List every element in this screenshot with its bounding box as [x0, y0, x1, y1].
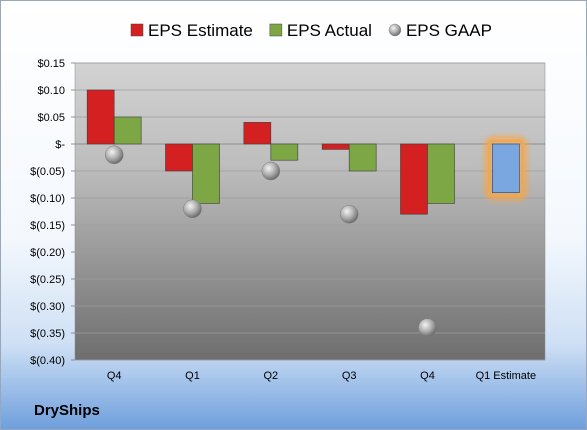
x-tick-label: Q3	[342, 370, 357, 382]
eps-gaap-point	[418, 318, 437, 337]
y-tick-label: $(0.35)	[30, 328, 65, 340]
x-tick-label: Q4	[107, 370, 122, 382]
eps-actual-bar	[270, 143, 299, 161]
bars	[86, 89, 527, 215]
y-tick-label: $(0.15)	[30, 220, 65, 232]
gaap-points	[104, 145, 437, 337]
company-name: DryShips	[34, 402, 100, 419]
legend-marker-eps-gaap	[388, 23, 402, 37]
legend: EPS Estimate EPS Actual EPS GAAP	[130, 21, 492, 40]
y-tick-label: $0.05	[37, 112, 65, 124]
y-axis: $0.15 $0.10 $0.05 $- $(0.05) $(0.10) $(0.15) $(…	[30, 58, 75, 367]
x-tick-label: Q1 Estimate	[476, 370, 537, 382]
y-tick-label: $-	[55, 139, 65, 151]
legend-swatch	[130, 23, 144, 37]
eps-actual-bar	[427, 143, 455, 204]
x-tick-label: Q2	[263, 370, 278, 382]
y-tick-label: $(0.05)	[30, 166, 65, 178]
estimate-highlight-ring	[488, 139, 524, 197]
y-tick-label: $(0.20)	[30, 247, 65, 259]
legend-label: EPS Estimate	[148, 21, 253, 40]
y-tick-label: $0.15	[37, 58, 65, 70]
eps-actual-bar	[192, 143, 220, 204]
eps-gaap-point	[183, 199, 202, 219]
estimate-bar	[492, 143, 520, 193]
eps-estimate-bar	[400, 143, 428, 215]
y-tick-label: $0.10	[37, 85, 65, 97]
eps-estimate-bar	[165, 143, 193, 172]
legend-label: EPS GAAP	[406, 21, 492, 40]
x-tick-label: Q1	[185, 370, 200, 382]
eps-gaap-point	[339, 204, 359, 224]
y-tick-label: $(0.40)	[30, 355, 65, 367]
eps-actual-bar	[348, 143, 377, 172]
y-tick-label: $(0.25)	[30, 274, 65, 286]
plot-area	[74, 62, 546, 361]
y-tick-label: $(0.30)	[30, 301, 65, 313]
estimate-highlight-glow	[484, 136, 527, 201]
eps-estimate-bar	[321, 143, 350, 150]
eps-actual-bar	[113, 116, 142, 145]
eps-estimate-bar	[243, 122, 272, 145]
x-axis: Q4 Q1 Q2 Q3 Q4 Q1 Estimate	[107, 370, 536, 382]
legend-label: EPS Actual	[287, 21, 372, 40]
gridlines	[75, 62, 545, 361]
x-tick-label: Q4	[420, 370, 435, 382]
legend-swatch	[269, 23, 283, 37]
eps-gaap-point	[104, 145, 124, 165]
y-tick-label: $(0.10)	[30, 193, 65, 205]
eps-estimate-bar	[86, 89, 115, 145]
eps-gaap-point	[261, 161, 281, 181]
